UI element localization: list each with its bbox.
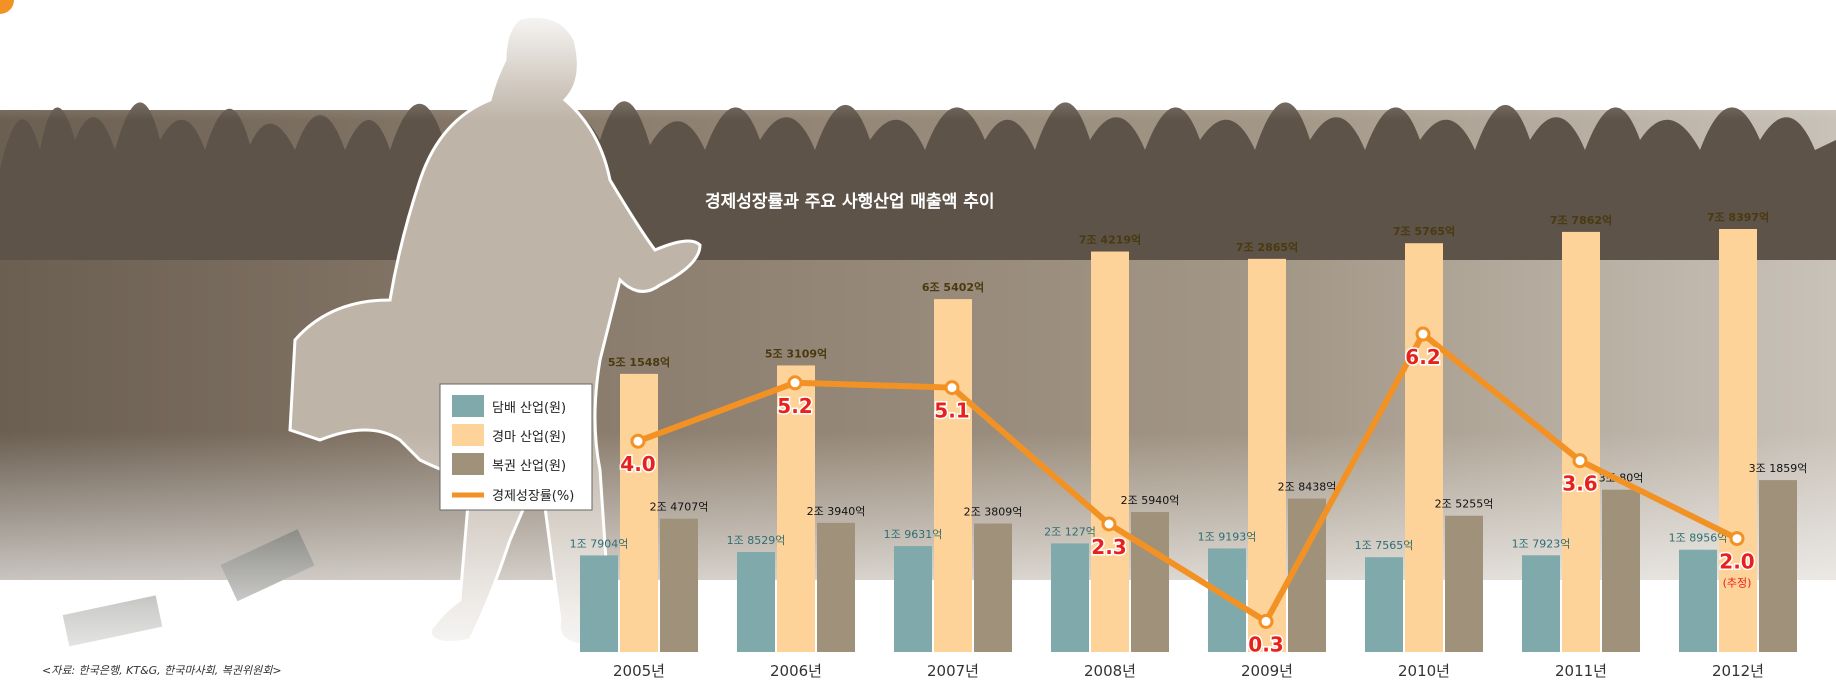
tobacco-bar: [894, 546, 932, 652]
growth-rate-line: [636, 331, 1739, 625]
lottery-bar-value-label: 2조 8438억: [1278, 481, 1337, 494]
growth-rate-point: [1101, 516, 1117, 532]
growth-rate-point: [1258, 613, 1274, 629]
tobacco-bar-value-label: 1조 8529억: [727, 534, 786, 547]
x-tick-label: 2007년: [927, 662, 979, 680]
legend-swatch-tobacco: [452, 395, 484, 417]
tobacco-bar-value-label: 1조 7565억: [1355, 539, 1414, 552]
horse-racing-bar: [1091, 251, 1129, 652]
lottery-bar: [1445, 515, 1483, 652]
growth-rate-label: 6.2: [1405, 345, 1440, 369]
tobacco-bar: [737, 552, 775, 652]
growth-rate-label: 4.0: [620, 452, 655, 476]
growth-rate-label: 2.0: [1719, 550, 1754, 574]
legend-label-horse-racing: 경마 산업(원): [492, 430, 566, 445]
growth-rate-point: [1415, 326, 1431, 342]
horse-racing-bar-value-label: 7조 8397억: [1707, 211, 1769, 224]
tobacco-bar-value-label: 1조 9631억: [884, 528, 943, 541]
lottery-bar: [1131, 512, 1169, 652]
x-tick-label: 2005년: [613, 662, 665, 680]
tobacco-bar-value-label: 1조 8956억: [1669, 532, 1728, 545]
bar-layer: [580, 229, 1797, 652]
growth-rate-point: [1729, 531, 1745, 547]
growth-rate-label: 3.6: [1562, 472, 1597, 496]
growth-rate-point: [1572, 453, 1588, 469]
lottery-bar: [660, 518, 698, 652]
tobacco-bar: [1051, 543, 1089, 652]
horse-racing-bar-value-label: 6조 5402억: [922, 281, 984, 294]
x-tick-label: 2012년: [1712, 662, 1764, 680]
tobacco-bar-value-label: 2조 127억: [1044, 525, 1096, 538]
tobacco-bar: [580, 555, 618, 652]
growth-rate-point: [944, 380, 960, 396]
lottery-bar-value-label: 2조 3809억: [964, 506, 1023, 519]
tobacco-bar: [1522, 555, 1560, 652]
lottery-bar: [974, 523, 1012, 652]
horse-racing-bar: [1719, 229, 1757, 652]
legend-swatch-lottery: [452, 453, 484, 475]
lottery-bar: [1602, 489, 1640, 652]
lottery-bar: [817, 522, 855, 652]
x-tick-label: 2010년: [1398, 662, 1450, 680]
horse-racing-bar: [777, 365, 815, 652]
source-note: <자료: 한국은행, KT&G, 한국마사회, 복권위원회>: [42, 664, 282, 677]
tobacco-bar: [1679, 549, 1717, 652]
horse-racing-bar-value-label: 7조 7862억: [1550, 214, 1612, 227]
x-tick-label: 2008년: [1084, 662, 1136, 680]
growth-rate-label: 5.1: [934, 399, 969, 423]
tobacco-bar-value-label: 1조 9193억: [1198, 530, 1257, 543]
tobacco-bar: [1365, 557, 1403, 652]
tobacco-bar-value-label: 1조 7923억: [1512, 537, 1571, 550]
bar-label-layer: 1조 7904억 5조 1548억 2조 4707억 1조 8529억 5조 3109억…: [570, 211, 1808, 552]
horse-racing-bar: [934, 299, 972, 652]
chart-title: 경제성장률과 주요 사행산업 매출액 추이: [705, 192, 995, 212]
horse-racing-bar: [1248, 258, 1286, 652]
horse-racing-bar-value-label: 7조 2865억: [1236, 241, 1298, 254]
x-tick-label: 2011년: [1555, 662, 1607, 680]
growth-line-layer: 4.0 5.2 5.1 2.3 0.3 6.2 3.6 2.0 (추정): [619, 326, 1756, 658]
growth-rate-label: 0.3: [1248, 632, 1283, 656]
tobacco-bar-value-label: 1조 7904억: [570, 537, 629, 550]
legend-label-lottery: 복권 산업(원): [492, 459, 566, 474]
horse-racing-bar: [1405, 243, 1443, 652]
horse-racing-bar-value-label: 5조 1548억: [608, 356, 670, 369]
legend-label-growth: 경제성장률(%): [492, 489, 574, 504]
lottery-bar: [1759, 480, 1797, 652]
lottery-bar-value-label: 3조 1859억: [1749, 462, 1808, 475]
horse-racing-bar-value-label: 7조 5765억: [1393, 225, 1455, 238]
growth-rate-label: 5.2: [777, 394, 812, 418]
legend-label-tobacco: 담배 산업(원): [492, 401, 566, 416]
growth-rate-point: [787, 375, 803, 391]
x-axis: 2005년 2006년 2007년 2008년 2009년 2010년 2011년 2012년: [613, 662, 1764, 680]
lottery-bar-value-label: 2조 5255억: [1435, 498, 1494, 511]
lottery-bar-value-label: 2조 3940억: [807, 505, 866, 518]
x-tick-label: 2006년: [770, 662, 822, 680]
horse-racing-bar-value-label: 5조 3109억: [765, 347, 827, 360]
growth-rate-point: [630, 433, 646, 449]
x-tick-label: 2009년: [1241, 662, 1293, 680]
lottery-bar-value-label: 2조 4707억: [650, 501, 709, 514]
legend-swatch-horse-racing: [452, 424, 484, 446]
horse-racing-bar: [620, 373, 658, 652]
horse-racing-bar-value-label: 7조 4219억: [1079, 234, 1141, 247]
legend: 담배 산업(원) 경마 산업(원) 복권 산업(원) 경제성장률(%): [439, 383, 593, 511]
growth-rate-estimate-note: (추정): [1723, 577, 1752, 590]
horse-racing-bar: [1562, 231, 1600, 652]
lottery-bar-value-label: 2조 5940억: [1121, 494, 1180, 507]
growth-rate-label: 2.3: [1091, 535, 1126, 559]
